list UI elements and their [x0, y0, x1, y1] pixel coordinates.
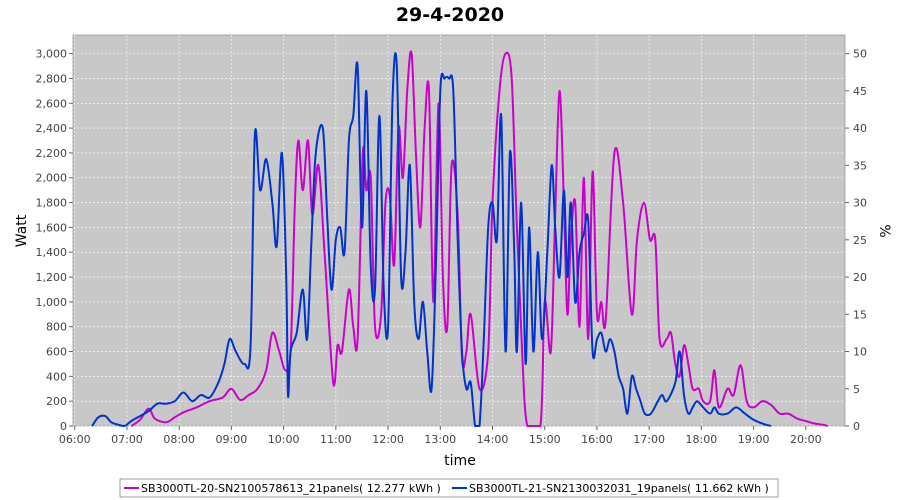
legend-label-2: SB3000TL-21-SN2130032031_19panels( 11.66… — [469, 482, 769, 495]
x-tick-label: 20:00 — [790, 433, 822, 446]
y-tick-label: 1,200 — [36, 271, 68, 284]
y-tick-label: 2,000 — [36, 172, 68, 185]
x-tick-label: 17:00 — [633, 433, 665, 446]
y2-tick-label: 0 — [853, 420, 860, 433]
y2-tick-label: 40 — [853, 122, 867, 135]
y2-axis: 0 5 10 15 20 25 30 35 40 45 50 — [845, 48, 867, 433]
y-axis-label: Watt — [14, 214, 30, 247]
y2-tick-label: 20 — [853, 271, 867, 284]
x-tick-label: 10:00 — [268, 433, 300, 446]
x-tick-label: 12:00 — [372, 433, 404, 446]
legend-box — [119, 478, 779, 498]
legend: SB3000TL-20-SN2100578613_21panels( 12.27… — [119, 478, 779, 498]
y2-tick-label: 5 — [853, 383, 860, 396]
x-tick-label: 14:00 — [477, 433, 509, 446]
y-tick-label: 3,000 — [36, 48, 68, 61]
y-tick-label: 2,200 — [36, 147, 68, 160]
y-tick-label: 2,600 — [36, 97, 68, 110]
y2-tick-label: 30 — [853, 197, 867, 210]
y-tick-label: 200 — [46, 395, 67, 408]
x-tick-label: 13:00 — [424, 433, 456, 446]
x-tick-label: 15:00 — [529, 433, 561, 446]
y-tick-label: 1,400 — [36, 246, 68, 259]
y2-axis-label: % — [876, 224, 892, 237]
y-tick-label: 2,800 — [36, 72, 68, 85]
x-tick-label: 16:00 — [581, 433, 613, 446]
y-tick-label: 400 — [46, 370, 67, 383]
chart-title: 29-4-2020 — [396, 4, 504, 26]
y-tick-label: 600 — [46, 346, 67, 359]
y-tick-label: 800 — [46, 321, 67, 334]
x-tick-label: 19:00 — [738, 433, 770, 446]
x-tick-label: 11:00 — [320, 433, 352, 446]
x-tick-label: 18:00 — [686, 433, 718, 446]
y2-tick-label: 45 — [853, 85, 867, 98]
x-tick-label: 09:00 — [216, 433, 248, 446]
y-tick-label: 0 — [60, 420, 67, 433]
series-line-2 — [91, 52, 772, 427]
y2-tick-label: 15 — [853, 308, 867, 321]
y2-tick-label: 25 — [853, 234, 867, 247]
y2-tick-label: 35 — [853, 159, 867, 172]
x-axis: 06:00 07:00 08:00 09:00 10:00 11:00 12:00 13:00… — [59, 426, 822, 446]
x-tick-label: 07:00 — [111, 433, 143, 446]
y-tick-label: 1,000 — [36, 296, 68, 309]
x-axis-label: time — [444, 453, 476, 469]
y-tick-label: 1,800 — [36, 197, 68, 210]
y-axis: 0 200 400 600 800 1,000 1,200 1,400 1,600 1,800 2,… — [36, 48, 73, 433]
x-tick-label: 08:00 — [163, 433, 195, 446]
x-tick-label: 06:00 — [59, 433, 91, 446]
y2-tick-label: 10 — [853, 346, 867, 359]
y-tick-label: 1,600 — [36, 221, 68, 234]
series-lines — [91, 50, 828, 427]
y2-tick-label: 50 — [853, 48, 867, 61]
y-tick-label: 2,400 — [36, 122, 68, 135]
legend-label-1: SB3000TL-20-SN2100578613_21panels( 12.27… — [141, 482, 441, 495]
